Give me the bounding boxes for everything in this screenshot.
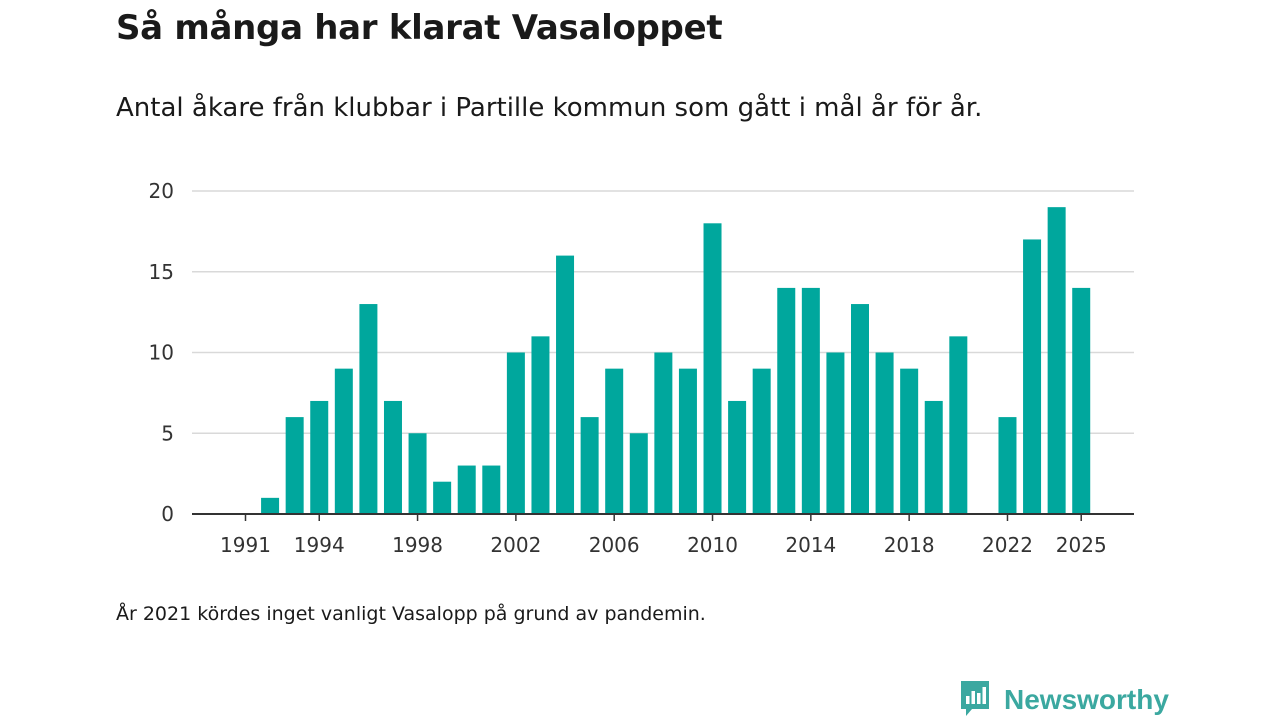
x-tick-label: 2010 [687, 533, 738, 557]
bar [310, 400, 329, 514]
y-tick-label: 15 [149, 260, 174, 284]
bar [875, 352, 894, 514]
bar [1023, 239, 1042, 514]
bar [261, 497, 280, 514]
bar [457, 465, 476, 514]
bar [433, 481, 452, 514]
bar [728, 400, 747, 514]
x-tick-label: 2006 [589, 533, 640, 557]
bar [826, 352, 845, 514]
bar [678, 368, 697, 514]
x-tick-label: 2014 [785, 533, 836, 557]
bar [924, 400, 943, 514]
y-tick-label: 0 [161, 502, 174, 526]
bar [285, 417, 304, 514]
x-tick-label: 2025 [1056, 533, 1107, 557]
bar [654, 352, 673, 514]
bar [605, 368, 624, 514]
brand-name: Newsworthy [1004, 684, 1169, 715]
chart-subtitle: Antal åkare från klubbar i Partille komm… [116, 93, 983, 123]
bar [408, 433, 427, 514]
bar [383, 400, 402, 514]
bars [261, 207, 1091, 515]
x-tick-label: 1994 [294, 533, 345, 557]
x-tick-label: 1998 [392, 533, 443, 557]
bar-chart: 0 5 10 15 20 1991 1994 1998 2002 2006 2010 2014 2018… [149, 179, 1134, 557]
bar [359, 304, 378, 514]
bar [556, 255, 575, 514]
footnote: År 2021 kördes inget vanligt Vasalopp på… [116, 603, 706, 625]
x-tick-label: 1991 [220, 533, 271, 557]
bar [752, 368, 771, 514]
chart-title: Så många har klarat Vasaloppet [116, 8, 723, 48]
y-tick-label: 5 [161, 421, 174, 445]
newsworthy-logo-icon [958, 678, 992, 722]
bar [1047, 207, 1066, 514]
bar [801, 287, 820, 514]
bar [949, 336, 968, 514]
brand-logo[interactable]: Newsworthy [958, 678, 1169, 722]
bar [998, 417, 1017, 514]
bar [777, 287, 796, 514]
y-tick-label: 10 [149, 341, 174, 365]
bar [531, 336, 550, 514]
bar [482, 465, 501, 514]
x-tick-label: 2018 [884, 533, 935, 557]
bar [580, 417, 599, 514]
bar [851, 304, 869, 514]
y-tick-label: 20 [149, 179, 174, 203]
bar [506, 352, 525, 514]
bar [900, 368, 919, 514]
bar [334, 368, 353, 514]
bar [703, 223, 722, 515]
x-tick-label: 2022 [982, 533, 1033, 557]
x-tick-label: 2002 [490, 533, 541, 557]
bar [629, 433, 648, 514]
axes: 0 5 10 15 20 1991 1994 1998 2002 2006 2010 2014 2018… [149, 179, 1134, 557]
bar [1072, 287, 1091, 514]
